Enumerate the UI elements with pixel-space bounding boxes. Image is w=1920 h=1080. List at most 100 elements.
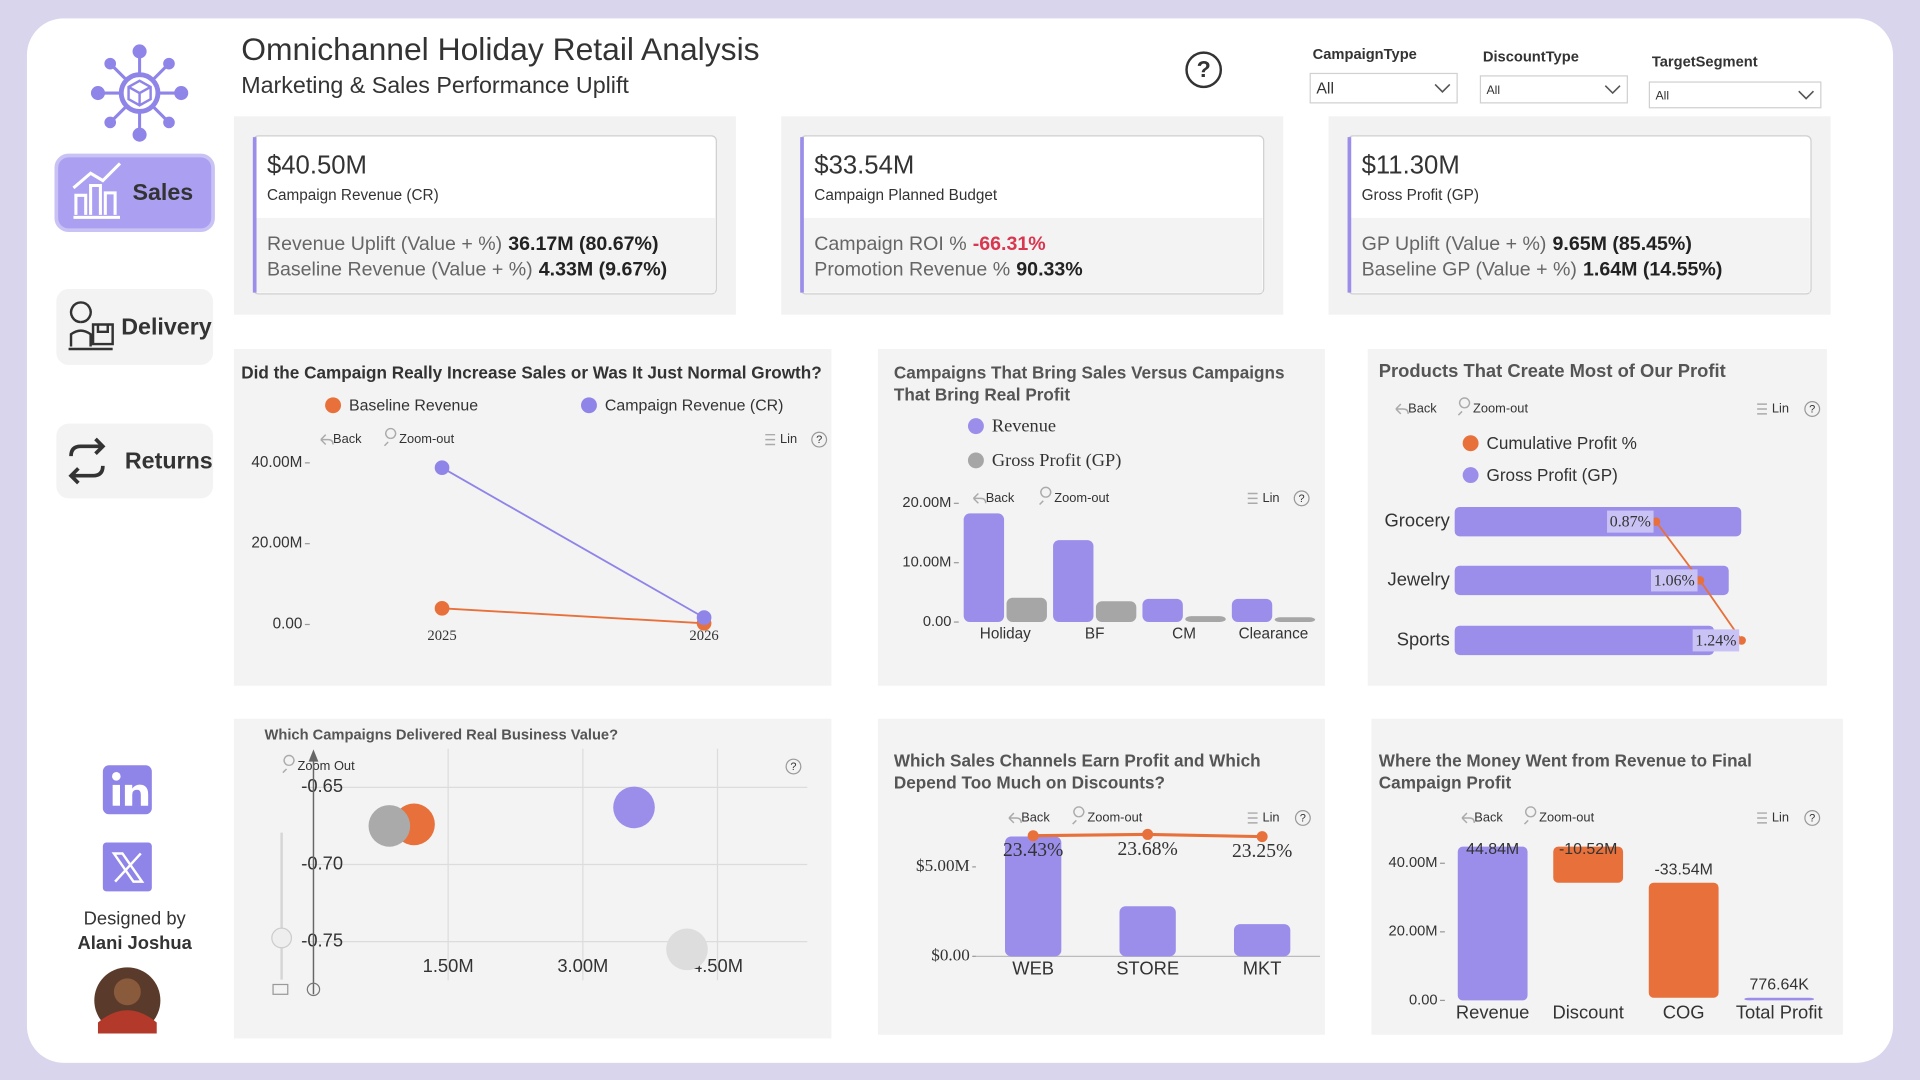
toolbar-help[interactable]: ? (1804, 401, 1821, 417)
y-tick-label: 20.00M (251, 535, 302, 552)
help-ring (1804, 401, 1821, 417)
data-point (434, 460, 450, 476)
toolbar-label: Zoom Out (298, 758, 356, 773)
filter-dropdown[interactable]: All (1479, 75, 1628, 104)
x-icon[interactable] (102, 842, 152, 892)
filter-dropdown[interactable]: All (1648, 81, 1822, 109)
label-box (1607, 510, 1654, 533)
toolbar-button[interactable]: Zoom Out (282, 754, 356, 774)
kpi-line: Revenue Uplift (Value + %) 36.17M (80.67%… (267, 233, 659, 255)
x-tick-label: Total Profit (1736, 1002, 1823, 1023)
chart-panel (877, 718, 1325, 1035)
toolbar-icon (1461, 812, 1476, 824)
nav-button[interactable]: Sales (54, 153, 215, 233)
bar (1006, 597, 1047, 623)
filter-label: TargetSegment (1652, 54, 1758, 70)
help-button[interactable]: ? (1185, 51, 1223, 89)
toolbar-button[interactable]: Zoom-out (1072, 806, 1143, 825)
toolbar-icon (765, 433, 776, 446)
legend-item[interactable]: Gross Profit (GP) (1462, 465, 1618, 485)
x-tick-label: MKT (1243, 958, 1282, 979)
linkedin-icon[interactable] (102, 765, 152, 815)
toolbar-label: Back (333, 431, 362, 446)
legend-item[interactable]: Revenue (967, 416, 1056, 436)
zoom-slider[interactable] (271, 832, 321, 997)
bar (1185, 616, 1226, 623)
kpi-line-label: Baseline GP (Value + %) (1362, 259, 1577, 281)
logo-node (163, 57, 175, 70)
toolbar-button[interactable]: Back (972, 490, 1015, 505)
toolbar-button[interactable]: Back (1461, 809, 1503, 824)
dropdown-value: All (1316, 81, 1334, 98)
kpi-line: Campaign ROI % -66.31% (814, 233, 1045, 255)
toolbar-button[interactable]: Zoom-out (383, 427, 455, 447)
toolbar-button[interactable]: Back (320, 431, 362, 446)
toolbar-button[interactable]: Lin (1247, 490, 1280, 505)
legend-marker (1462, 435, 1479, 452)
nav-button[interactable]: Returns (56, 423, 214, 499)
y-tick-label: 0.00 (273, 616, 303, 633)
chart-title: Which Sales Channels Earn Profit and Whi… (893, 750, 1261, 793)
legend-item[interactable]: Campaign Revenue (CR) (581, 397, 783, 415)
kpi-line-value: -66.31% (973, 233, 1046, 255)
chart-panel (233, 718, 832, 1039)
legend-marker (967, 418, 984, 435)
legend-item[interactable]: Gross Profit (GP) (967, 450, 1121, 471)
data-point (1695, 576, 1705, 585)
visual-toolbar: Back Zoom-out Lin? (972, 486, 1310, 507)
bar (1095, 601, 1137, 623)
bar (1553, 846, 1624, 883)
nav-label: Delivery (121, 313, 212, 339)
toolbar-label: Zoom-out (399, 431, 454, 446)
toolbar-button[interactable]: Zoom-out (1039, 486, 1110, 506)
legend-label: Cumulative Profit % (1487, 433, 1637, 453)
dropdown-chevron (1798, 90, 1815, 100)
kpi-card: $40.50M Campaign Revenue (CR) Revenue Upli… (233, 116, 736, 315)
toolbar-button[interactable]: Back (1395, 400, 1437, 415)
chart-title-box: Where the Money Went from Revenue to Fin… (1379, 751, 1752, 793)
kpi-line-value: 1.64M (14.55%) (1583, 259, 1722, 281)
x-tick-label: Holiday (980, 625, 1031, 642)
toolbar-icon (383, 427, 397, 447)
filter-label: DiscountType (1483, 49, 1579, 65)
toolbar-button[interactable]: Zoom-out (1523, 806, 1595, 825)
kpi-line: Promotion Revenue % 90.33% (814, 259, 1082, 281)
legend-item[interactable]: Baseline Revenue (325, 397, 478, 415)
nav-button[interactable]: Delivery (56, 288, 214, 365)
bar (963, 513, 1005, 623)
toolbar-button[interactable]: Lin (1757, 400, 1789, 415)
help-ring (1294, 810, 1311, 826)
toolbar-label: Lin (1772, 809, 1789, 824)
filter-dropdown[interactable]: All (1309, 72, 1458, 104)
y-tick-label: Grocery (1384, 509, 1450, 530)
toolbar-help[interactable]: ? (811, 431, 828, 448)
x-tick-label: BF (1085, 625, 1105, 642)
legend-item[interactable]: Cumulative Profit % (1462, 433, 1637, 453)
kpi-line-value: 36.17M (80.67%) (508, 233, 658, 255)
slider-knob (271, 927, 293, 949)
toolbar-icon (1457, 397, 1471, 416)
kpi-line: Baseline Revenue (Value + %) 4.33M (9.67%… (267, 259, 667, 281)
kpi-line-label: Campaign ROI % (814, 233, 966, 255)
toolbar-button[interactable]: Lin (765, 431, 797, 446)
chart-title: Did the Campaign Really Increase Sales o… (241, 362, 822, 383)
toolbar-icon (1247, 492, 1258, 505)
toolbar-button[interactable]: Lin (1757, 809, 1789, 824)
toolbar-button[interactable]: Lin (1247, 809, 1280, 824)
toolbar-button[interactable]: Zoom-out (1457, 397, 1528, 416)
toolbar-help[interactable]: ? (785, 758, 802, 775)
bar (1274, 617, 1316, 623)
toolbar-help[interactable]: ? (1804, 810, 1821, 826)
x-tick-label: 2025 (427, 628, 456, 644)
data-point (1142, 828, 1154, 840)
x-tick-label: Revenue (1456, 1002, 1530, 1023)
toolbar-help[interactable]: ? (1294, 810, 1311, 826)
data-point (1027, 830, 1039, 842)
toolbar-icon (1039, 486, 1052, 506)
kpi-value: $33.54M (814, 151, 914, 179)
toolbar-button[interactable]: Back (1008, 809, 1050, 824)
x-tick-label: STORE (1116, 958, 1179, 979)
y-tick-label: 40.00M (251, 454, 302, 471)
bubble (666, 928, 708, 971)
toolbar-help[interactable]: ? (1293, 490, 1310, 507)
